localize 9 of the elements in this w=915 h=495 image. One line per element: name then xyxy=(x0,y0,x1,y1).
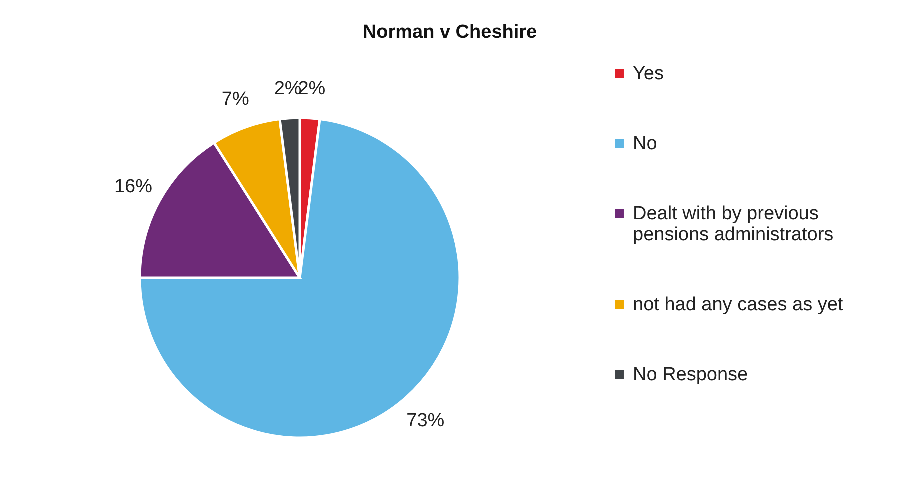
legend-label: No Response xyxy=(633,364,748,386)
legend-label: Yes xyxy=(633,64,664,84)
chart-title: Norman v Cheshire xyxy=(362,22,538,43)
data-label: 73% xyxy=(406,410,445,432)
legend-label: Dealt with by previous pensions administrators xyxy=(633,204,834,246)
data-label: 16% xyxy=(114,176,153,198)
legend-label: No xyxy=(633,134,658,154)
legend-label: not had any cases as yet xyxy=(633,294,844,316)
data-label: 7% xyxy=(222,89,250,110)
